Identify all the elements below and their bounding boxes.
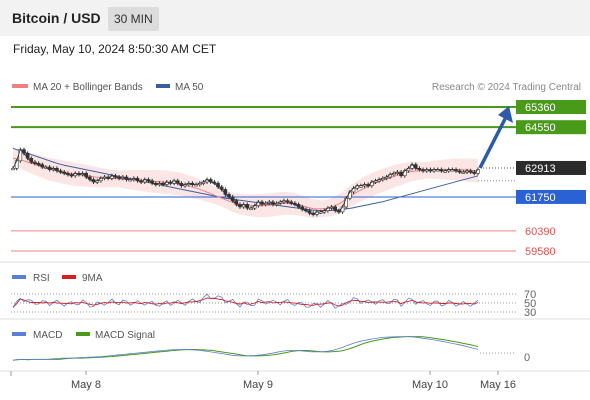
rsi-ma-legend-swatch	[62, 275, 76, 279]
rsi-level-label-70: 70	[524, 289, 536, 301]
price-levels: 65360 64550 62913 61750 60390 59580	[11, 100, 586, 258]
timeframe-badge[interactable]: 30 MIN	[108, 7, 159, 31]
level-label-59580: 59580	[525, 246, 556, 258]
candle-body	[14, 160, 19, 169]
candle-body	[18, 149, 23, 162]
macd-legend-label: MACD	[33, 330, 62, 341]
macd-signal-legend-label: MACD Signal	[95, 330, 155, 341]
projection-arrow	[478, 106, 513, 169]
level-box-61750	[516, 189, 586, 204]
ma50-legend-swatch	[156, 84, 170, 88]
rsi-line	[12, 293, 479, 309]
macd-line	[12, 336, 479, 361]
ma50-line	[12, 147, 479, 212]
level-box-62913	[516, 160, 586, 175]
projection-arrow-head	[498, 106, 513, 123]
close-line	[12, 148, 479, 215]
level-label-60390: 60390	[525, 226, 556, 238]
ma50-legend-label: MA 50	[175, 82, 204, 93]
x-tick-label-0: May 8	[71, 379, 101, 391]
bollinger-bands	[13, 150, 478, 218]
projection-arrow-shaft	[478, 116, 508, 169]
x-axis: May 8 May 9 May 10 May 16	[10, 371, 516, 391]
main-legend: MA 20 + Bollinger Bands MA 50 Research ©…	[12, 82, 581, 93]
level-label-65360: 65360	[525, 102, 556, 114]
macd-legend: MACD MACD Signal	[12, 330, 155, 341]
macd-signal-line	[12, 336, 479, 361]
rsi-level-label-30: 30	[524, 307, 536, 319]
level-label-61750: 61750	[525, 192, 556, 204]
x-tick-label-2: May 10	[412, 379, 448, 391]
level-box-64550	[516, 120, 586, 135]
chart-datetime: Friday, May 10, 2024 8:50:30 AM CET	[13, 42, 217, 56]
rsi-legend: RSI 9MA	[12, 273, 103, 284]
rsi-legend-label: RSI	[33, 273, 50, 284]
chart-header: Bitcoin / USD 30 MIN	[0, 0, 590, 36]
rsi-ma-legend-label: 9MA	[82, 273, 103, 284]
macd-zero-label: 0	[524, 352, 530, 364]
level-label-62913: 62913	[525, 163, 556, 175]
bollinger-band-fill	[13, 150, 478, 218]
level-label-64550: 64550	[525, 122, 556, 134]
candle-body	[344, 197, 348, 208]
bb-legend-swatch	[12, 84, 28, 88]
rsi-legend-swatch	[12, 275, 26, 279]
candle-body	[402, 170, 407, 177]
x-tick-label-3: May 16	[480, 379, 516, 391]
rsi-ma-line	[12, 297, 479, 308]
bb-legend-label: MA 20 + Bollinger Bands	[33, 82, 143, 93]
candle-body	[348, 191, 352, 199]
price-lines	[11, 147, 516, 217]
chart-title: Bitcoin / USD	[12, 10, 101, 26]
candle-body	[11, 167, 15, 171]
macd-legend-swatch	[12, 332, 26, 336]
copyright-text: Research © 2024 Trading Central	[432, 82, 581, 93]
x-tick-label-1: May 9	[243, 379, 273, 391]
macd-signal-legend-swatch	[76, 332, 90, 336]
macd-panel: 0	[12, 336, 530, 364]
rsi-level-label-50: 50	[524, 298, 536, 310]
level-box-65360	[516, 100, 586, 114]
